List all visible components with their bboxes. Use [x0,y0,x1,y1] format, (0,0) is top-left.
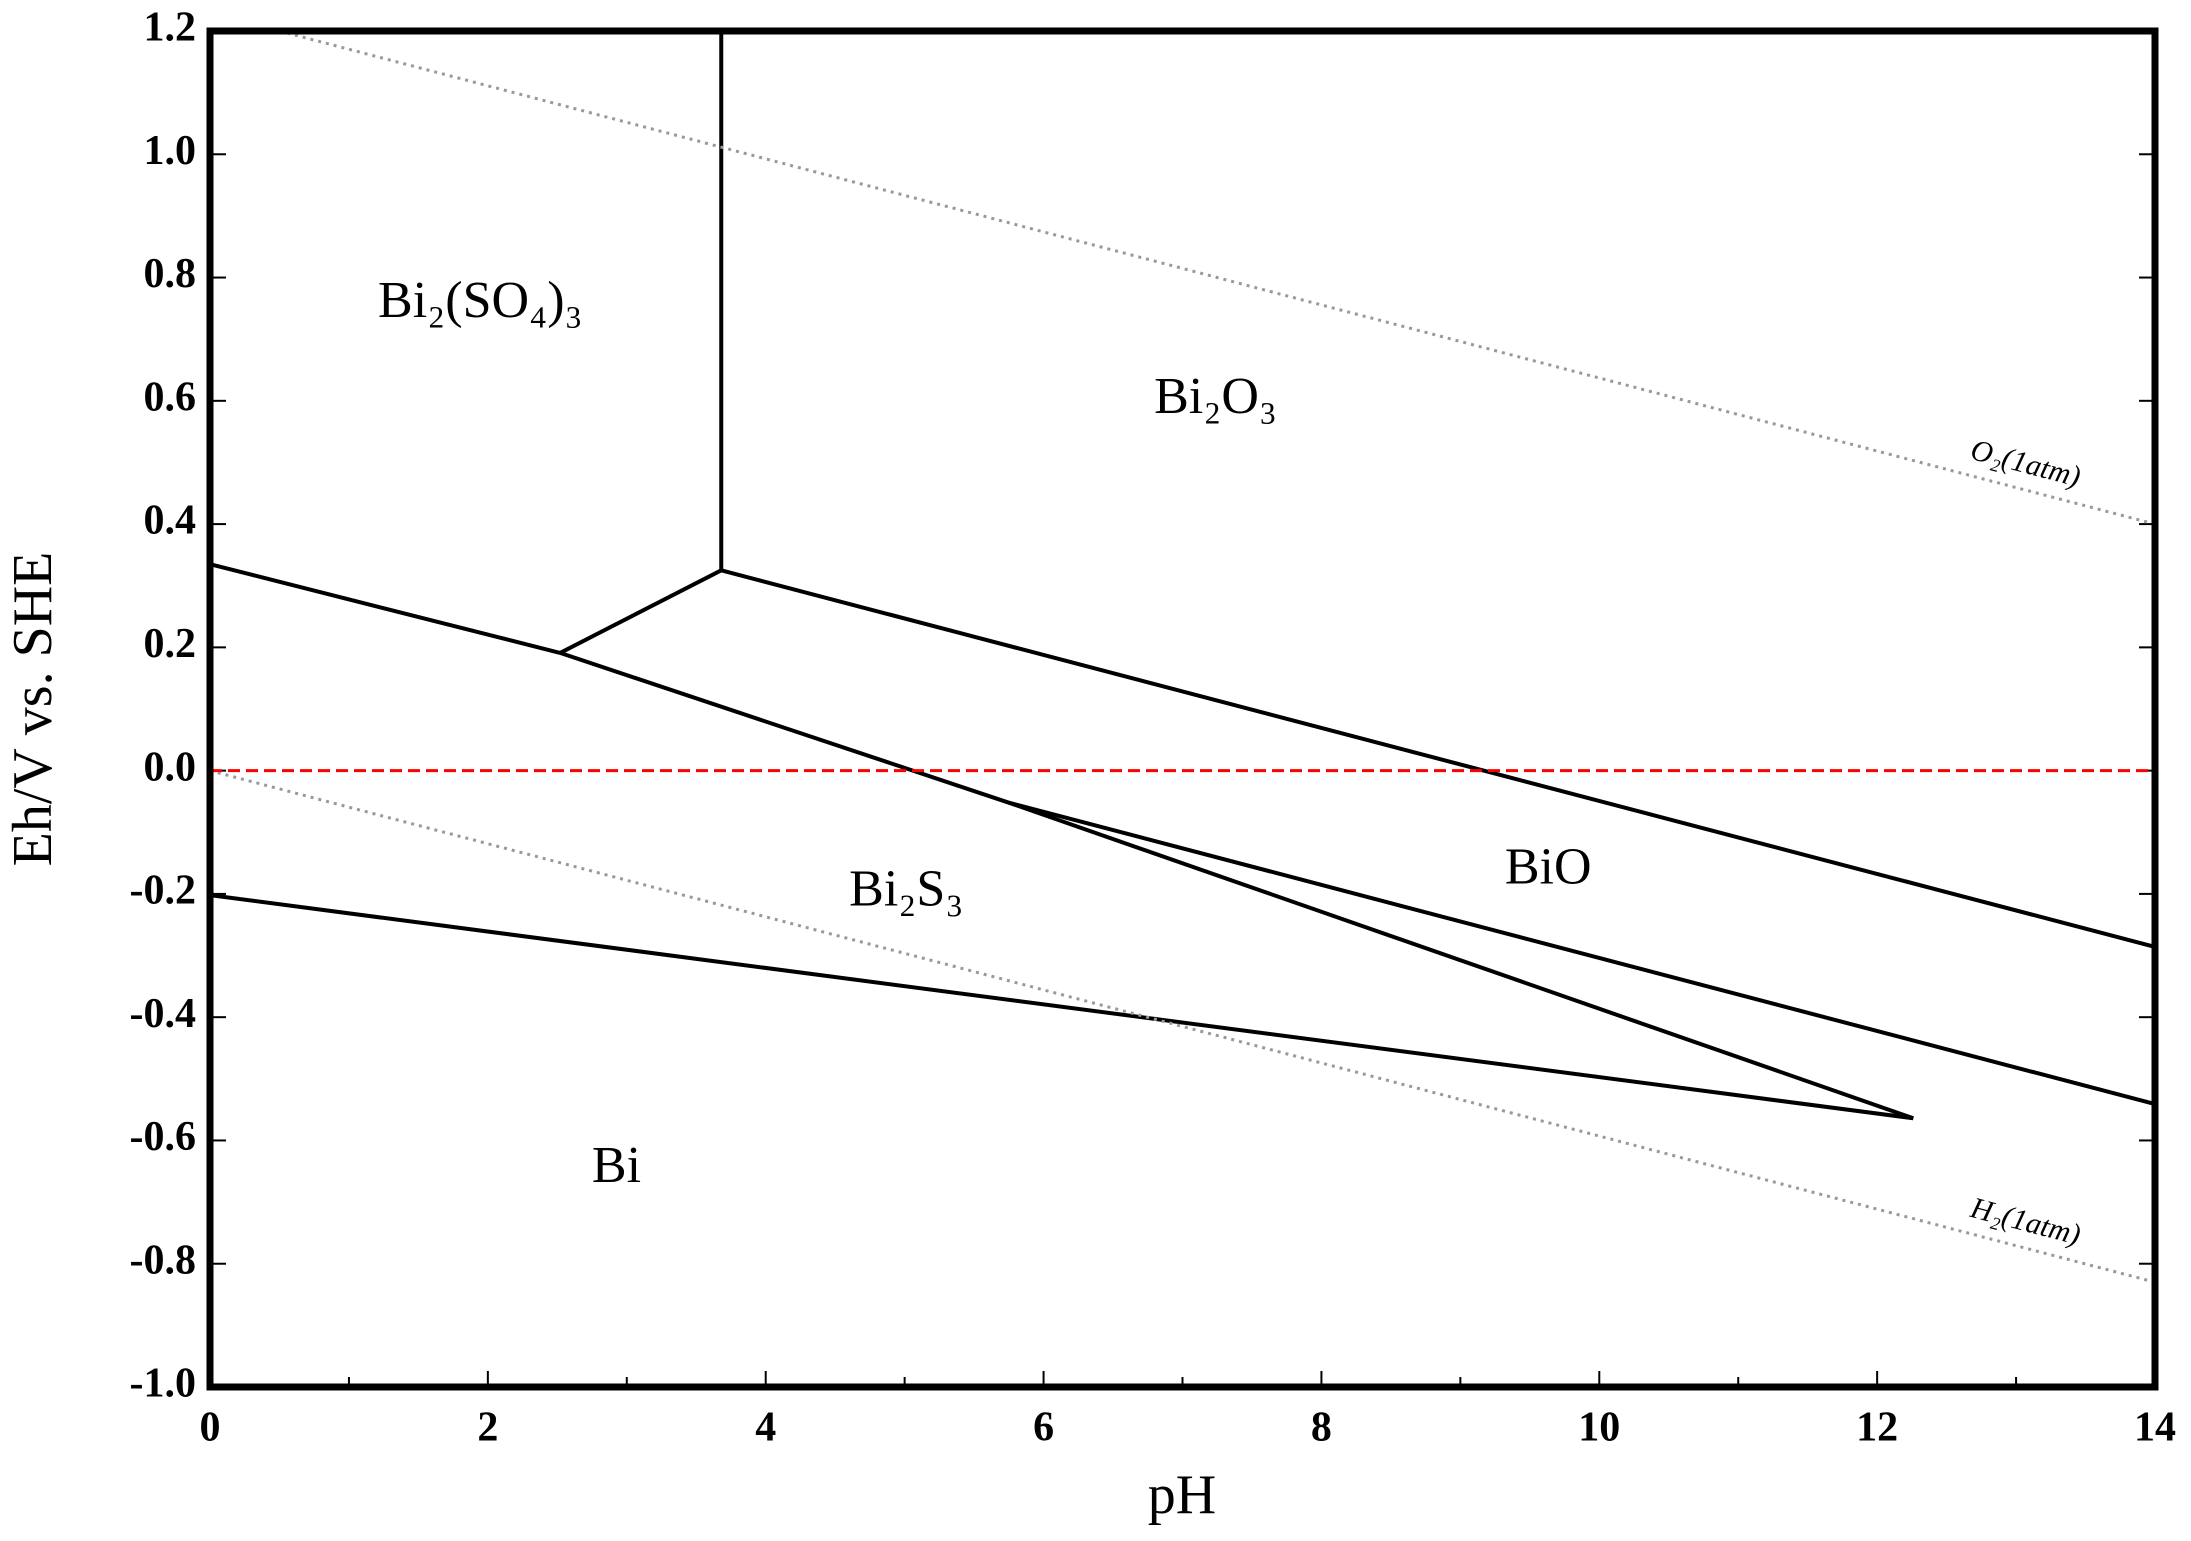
y-tick-label: -0.8 [130,1237,197,1283]
region-label: BiO [1505,839,1592,896]
x-axis-label: pH [1148,1464,1216,1526]
boundary-line [209,893,1914,1121]
y-tick-label: 0.8 [144,251,197,297]
y-tick-label: 1.0 [144,128,197,174]
y-tick-label: -0.6 [130,1114,197,1160]
y-tick-label: 1.2 [144,5,197,51]
region-label: Bi₂O₃ [1154,368,1277,425]
y-tick-label: -0.4 [130,991,197,1037]
x-tick-label: 14 [2134,1405,2176,1451]
x-tick-label: 2 [477,1405,498,1451]
y-tick-label: 0.4 [144,498,197,544]
x-tick-label: 8 [1311,1405,1332,1451]
boundary-line [559,651,1914,1121]
line-label: H₂(1atm) [1966,1191,2084,1252]
x-tick-label: 4 [755,1405,776,1451]
x-tick-label: 6 [1033,1405,1054,1451]
boundary-line [209,562,561,655]
y-tick-label: 0.2 [144,621,197,667]
x-tick-label: 10 [1578,1405,1620,1451]
y-tick-label: -0.2 [130,868,197,914]
line-label: O₂(1atm) [1967,433,2084,493]
boundary-line [1008,800,2156,1107]
y-tick-label: -1.0 [130,1361,197,1407]
boundary-line [559,568,723,655]
x-tick-label: 0 [200,1405,221,1451]
boundary-line [720,568,2156,949]
y-tick-label: 0.6 [144,374,197,420]
y-tick-label: 0.0 [144,744,197,790]
reference-line [279,29,2156,526]
region-label: Bi₂S₃ [849,860,963,917]
plot-frame [206,27,2159,1391]
y-axis-label: Eh/V vs. SHE [2,552,64,867]
region-label: Bi₂(SO₄)₃ [378,272,583,329]
x-tick-label: 12 [1856,1405,1898,1451]
region-label: Bi [592,1137,641,1194]
